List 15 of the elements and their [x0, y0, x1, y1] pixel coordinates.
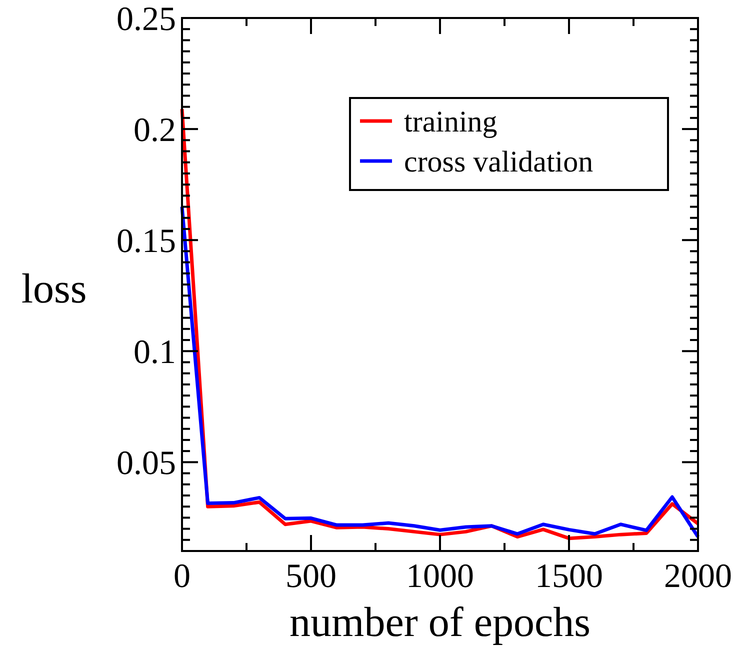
- line-series: [180, 205, 700, 539]
- y-axis-title: loss: [21, 266, 87, 313]
- x-tick-label: 0: [174, 558, 190, 595]
- legend-label: training: [404, 106, 498, 138]
- y-tick-label: 0.1: [134, 334, 176, 372]
- y-tick-label: 0.25: [116, 0, 176, 38]
- x-tick-label: 500: [286, 558, 336, 595]
- y-tick-label: 0.2: [134, 112, 176, 149]
- x-tick-label: 2000: [664, 558, 732, 595]
- y-tick-label: 0.05: [116, 445, 176, 482]
- x-axis-title: number of epochs: [290, 600, 590, 646]
- x-tick-label: 1500: [535, 558, 603, 595]
- y-tick-label: 0.15: [116, 222, 176, 260]
- x-tick-label: 1000: [406, 558, 474, 595]
- legend-label: cross validation: [404, 146, 594, 178]
